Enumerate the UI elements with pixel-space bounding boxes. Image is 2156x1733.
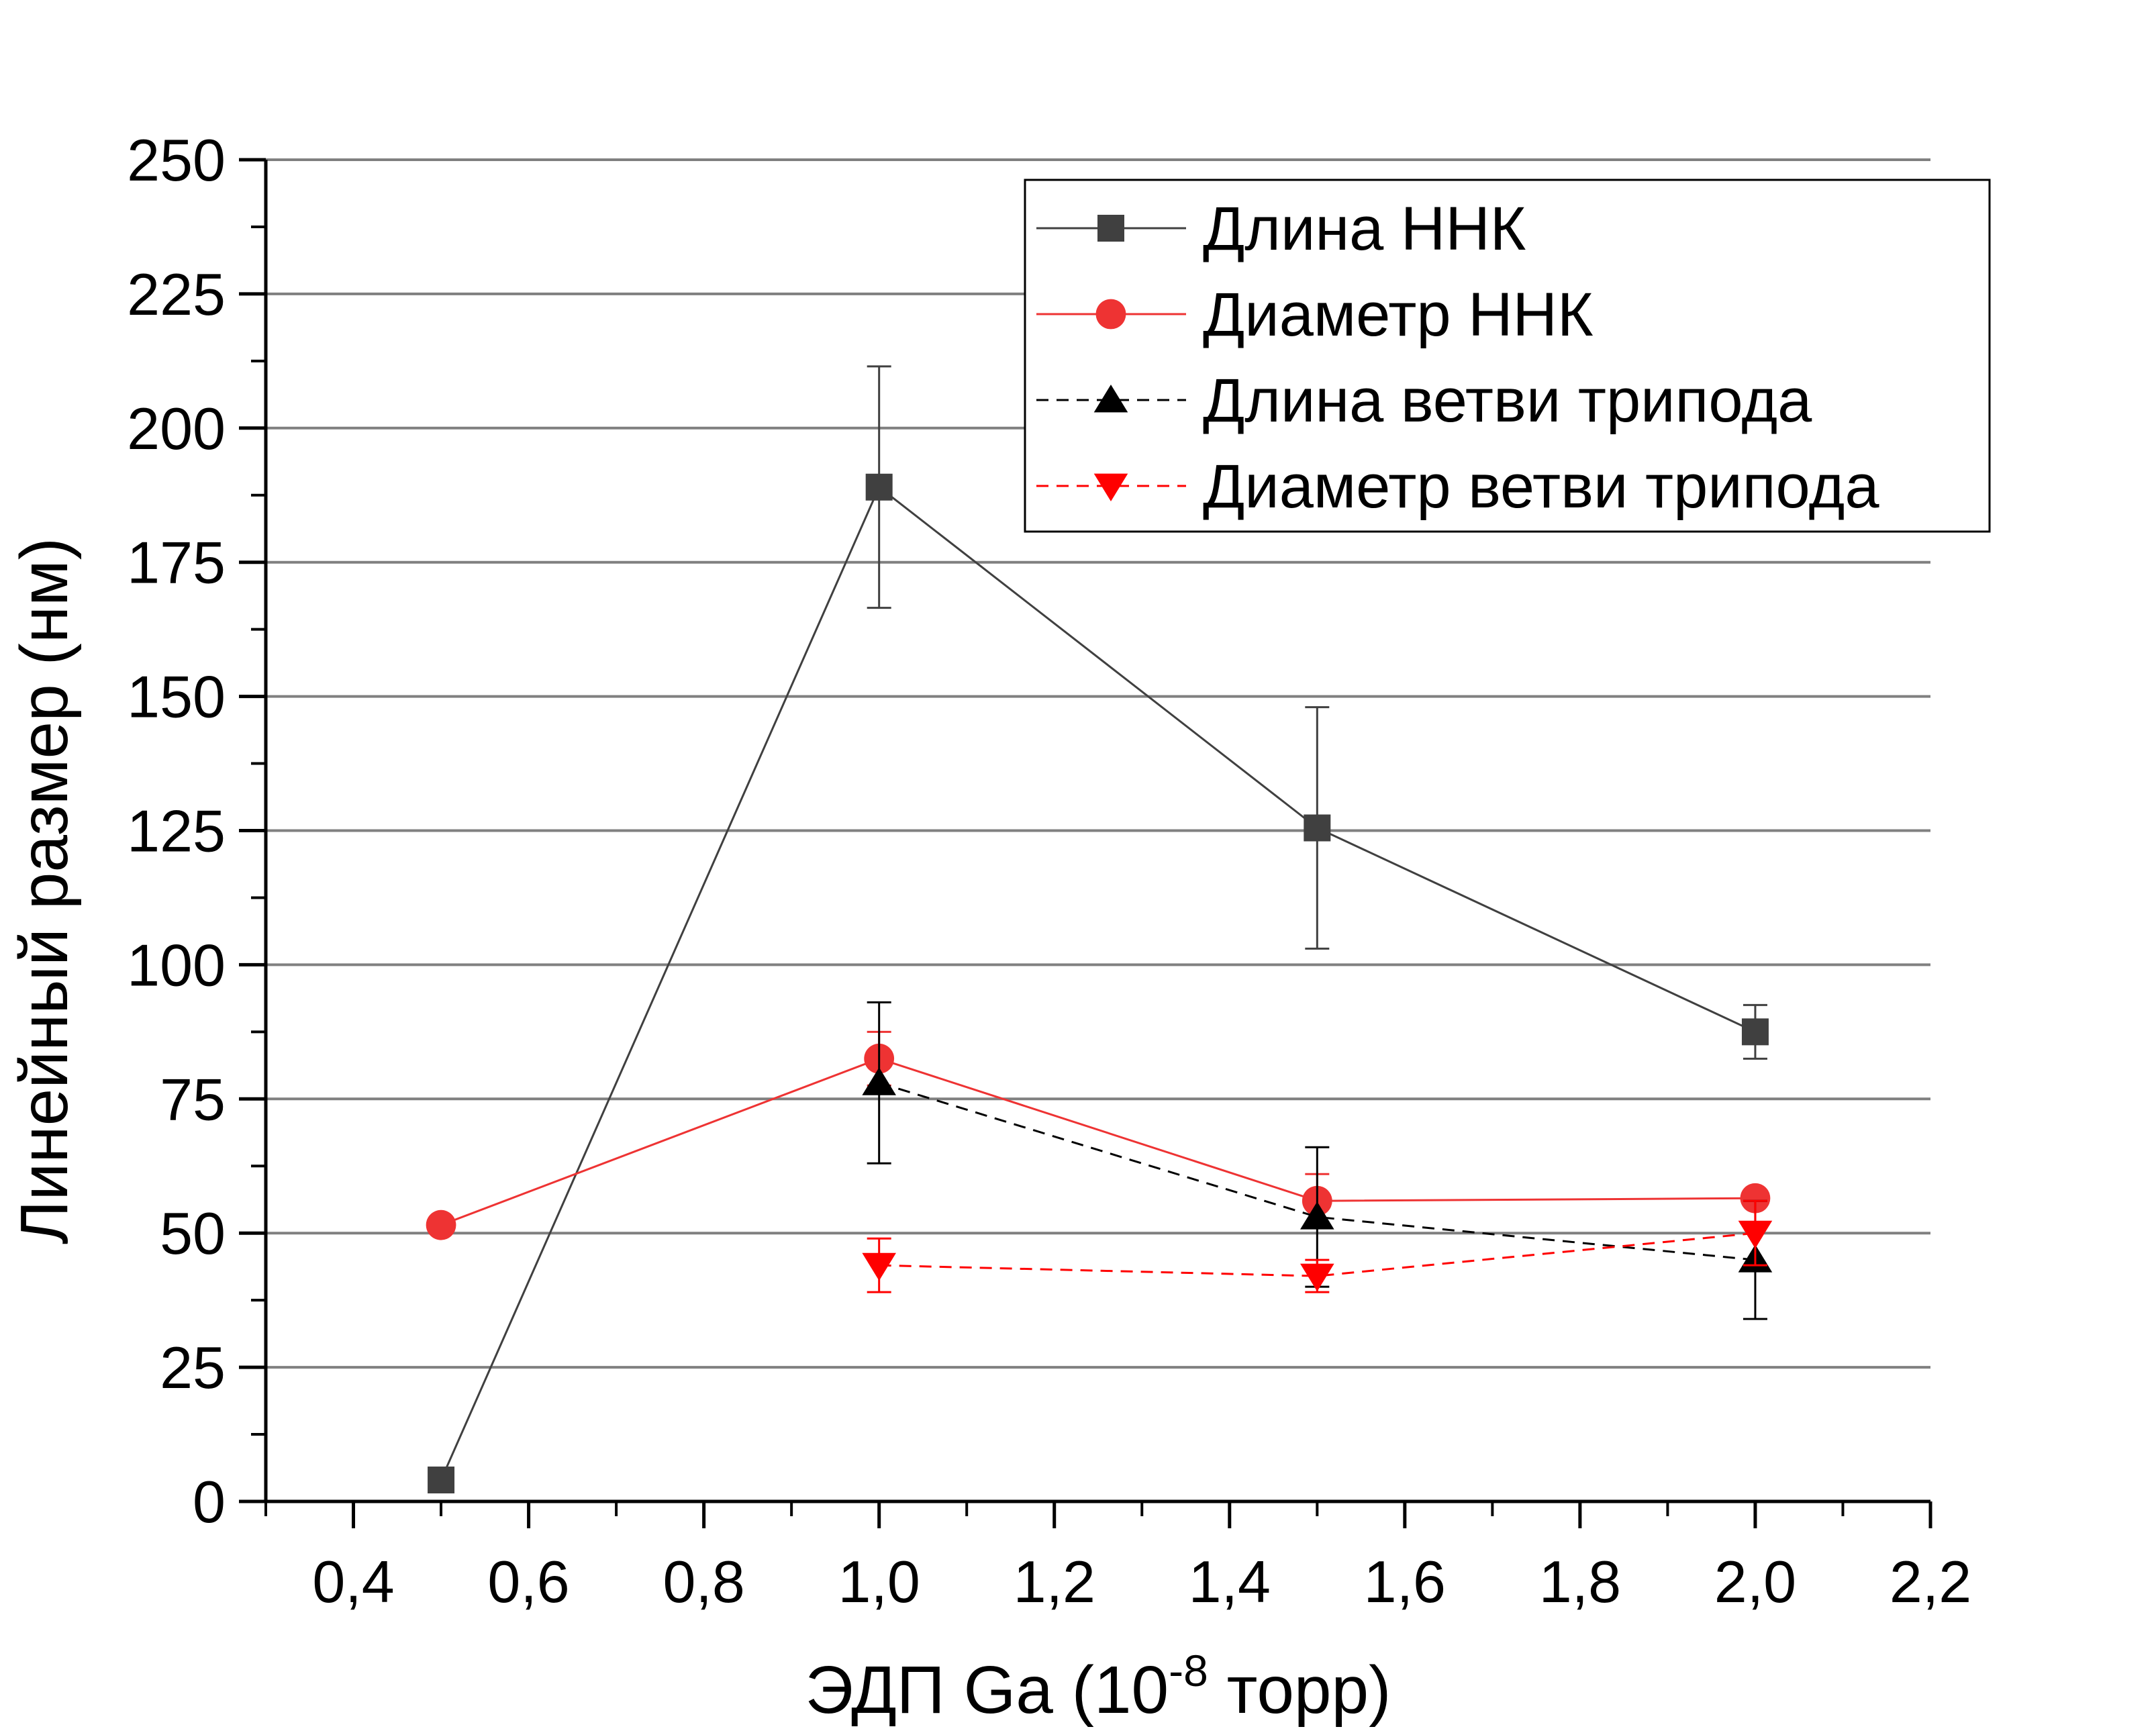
legend-label: Длина ветви трипода	[1203, 366, 1812, 435]
data-point	[1300, 1263, 1334, 1292]
x-tick-label: 1,2	[1014, 1548, 1095, 1615]
tick-labels: 0 25 50 75 100 125 150 175 200 225 250 0,4 0,6 0,8 1,0…	[127, 127, 1971, 1615]
data-point	[426, 1209, 456, 1240]
x-axis-title-main: ЭДП Ga (10	[805, 1652, 1169, 1728]
legend-label: Диаметр ННК	[1203, 281, 1594, 349]
x-tick-label: 2,2	[1890, 1548, 1971, 1615]
x-tick-label: 0,6	[487, 1548, 569, 1615]
series	[426, 365, 1773, 1494]
y-tick-label: 175	[127, 530, 226, 596]
series-1	[428, 365, 1769, 1494]
tick-marks	[239, 158, 1932, 1528]
data-point	[1738, 1220, 1773, 1249]
x-tick-label: 0,4	[312, 1548, 394, 1615]
data-point	[865, 473, 893, 501]
y-tick-label: 100	[127, 932, 226, 998]
legend-marker	[1097, 215, 1124, 242]
x-tick-label: 1,0	[838, 1548, 920, 1615]
legend-items: Длина ННК Диаметр ННК Длина ветви трипода Д…	[1036, 195, 1879, 521]
legend-item: Длина ветви трипода	[1036, 366, 1812, 435]
y-tick-label: 25	[160, 1334, 226, 1401]
data-point	[1741, 1018, 1769, 1046]
data-point	[1740, 1183, 1771, 1214]
legend-marker	[1095, 299, 1126, 330]
legend-label: Диаметр ветви трипода	[1203, 452, 1879, 521]
legend-label: Длина ННК	[1203, 195, 1526, 263]
legend: Длина ННК Диаметр ННК Длина ветви трипода Д…	[1024, 179, 1991, 533]
x-axis-title-superscript: -8	[1169, 1646, 1208, 1695]
y-tick-label: 0	[193, 1469, 226, 1535]
x-tick-label: 1,6	[1364, 1548, 1446, 1615]
legend-box	[1024, 179, 1991, 533]
x-axis-title-tail: торр)	[1208, 1652, 1391, 1728]
series-line	[440, 1057, 1755, 1226]
y-tick-label: 75	[160, 1066, 226, 1132]
series-line	[879, 1081, 1756, 1261]
data-point	[1304, 814, 1331, 842]
y-tick-label: 125	[127, 798, 226, 864]
x-tick-label: 1,8	[1539, 1548, 1621, 1615]
data-point	[1300, 1201, 1334, 1230]
legend-item: Диаметр ННК	[1036, 281, 1594, 349]
y-tick-label: 225	[127, 261, 226, 328]
legend-item: Диаметр ветви трипода	[1036, 452, 1879, 521]
data-point	[428, 1467, 455, 1494]
y-tick-label: 200	[127, 395, 226, 462]
series-4	[862, 1199, 1773, 1293]
series-2	[426, 1030, 1771, 1240]
y-tick-label: 250	[127, 127, 226, 193]
legend-item: Длина ННК	[1036, 195, 1526, 263]
x-axis-title: ЭДП Ga (10-8 торр)	[805, 1646, 1391, 1728]
x-tick-label: 2,0	[1714, 1548, 1796, 1615]
data-point	[862, 1067, 896, 1095]
y-tick-label: 50	[160, 1200, 226, 1267]
series-line	[879, 1232, 1756, 1277]
legend-marker	[1093, 385, 1128, 413]
x-tick-label: 0,8	[663, 1548, 744, 1615]
x-tick-label: 1,4	[1189, 1548, 1271, 1615]
series-line	[440, 485, 1756, 1481]
legend-marker	[1093, 473, 1128, 501]
y-tick-label: 150	[127, 664, 226, 730]
data-point	[862, 1252, 896, 1281]
y-axis-title: Линейный размер (нм)	[7, 538, 82, 1244]
